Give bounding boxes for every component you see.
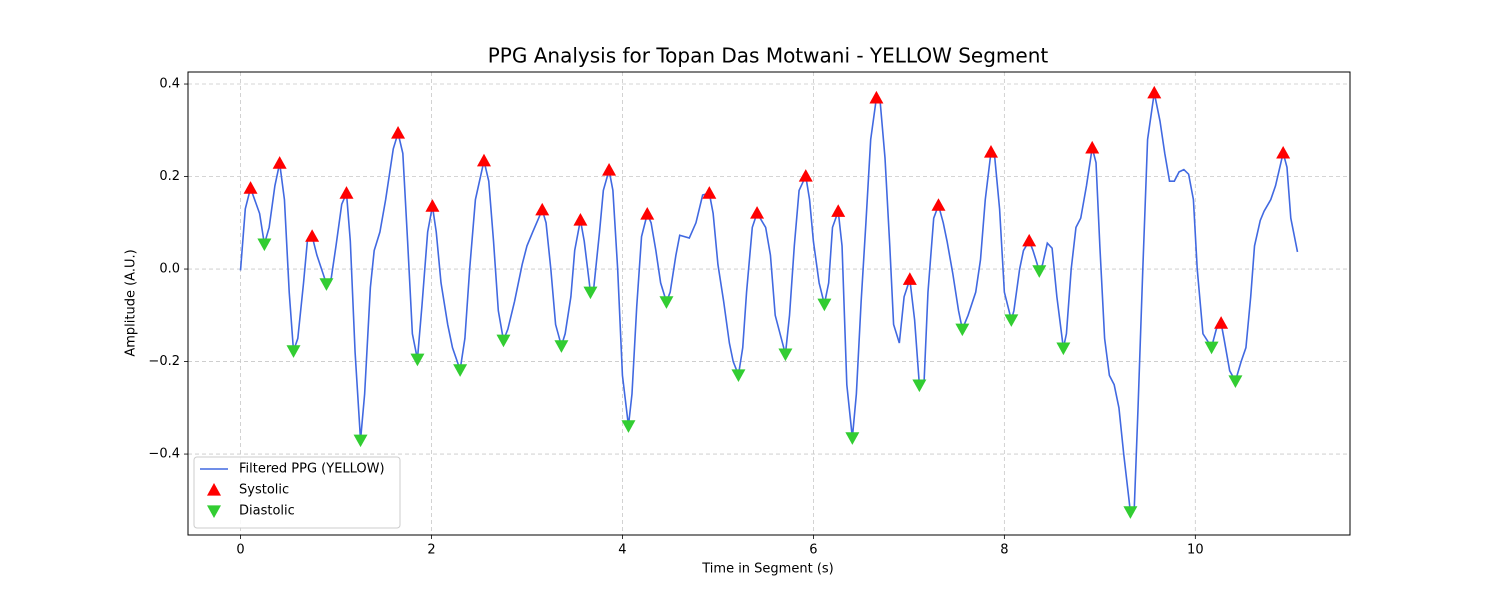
- legend-marker: [207, 505, 221, 518]
- diastolic-marker: [1123, 506, 1138, 519]
- x-axis-label: Time in Segment (s): [701, 562, 833, 577]
- systolic-marker: [339, 186, 354, 199]
- diastolic-marker: [257, 238, 272, 252]
- y-tick-label: −0.4: [148, 447, 180, 462]
- diastolic-marker: [353, 434, 368, 448]
- systolic-marker: [831, 204, 846, 217]
- systolic-marker: [702, 186, 717, 199]
- systolic-marker: [1276, 145, 1291, 159]
- systolic-marker: [798, 169, 813, 182]
- x-tick-label: 2: [427, 543, 435, 558]
- diastolic-marker: [1032, 265, 1047, 278]
- diastolic-marker: [1004, 314, 1019, 327]
- diastolic-marker: [410, 353, 425, 367]
- legend-label: Systolic: [239, 483, 289, 498]
- systolic-marker: [391, 126, 406, 139]
- x-tick-label: 10: [1187, 543, 1204, 558]
- legend-label: Diastolic: [239, 504, 295, 519]
- diastolic-marker: [912, 379, 927, 393]
- systolic-marker: [425, 199, 440, 212]
- systolic-marker: [476, 153, 491, 167]
- systolic-marker: [535, 202, 550, 216]
- diastolic-marker: [955, 323, 970, 337]
- diastolic-marker: [731, 369, 746, 382]
- diastolic-marker: [583, 286, 598, 300]
- systolic-marker: [640, 206, 655, 220]
- systolic-marker: [1147, 85, 1162, 99]
- legend-label: Filtered PPG (YELLOW): [239, 462, 385, 477]
- diastolic-marker: [1228, 375, 1243, 388]
- diastolic-marker: [319, 278, 334, 291]
- systolic-marker: [272, 156, 287, 169]
- x-tick-label: 8: [1000, 543, 1008, 558]
- systolic-marker: [573, 213, 588, 226]
- systolic-marker: [869, 90, 884, 104]
- systolic-marker: [983, 145, 998, 158]
- legend-marker: [207, 483, 221, 496]
- systolic-marker: [902, 272, 917, 285]
- diastolic-marker: [845, 432, 860, 445]
- diastolic-marker: [778, 348, 793, 362]
- diastolic-marker: [286, 345, 301, 358]
- ppg-line: [239, 92, 1299, 514]
- diastolic-marker: [817, 298, 832, 312]
- systolic-marker: [1214, 316, 1229, 329]
- x-tick-label: 0: [236, 543, 244, 558]
- y-tick-label: 0.4: [159, 77, 180, 92]
- legend-box: [193, 456, 401, 529]
- plot-frame: [187, 71, 1351, 536]
- y-axis-label: Amplitude (A.U.): [124, 249, 139, 356]
- diastolic-marker: [453, 364, 468, 377]
- diastolic-marker: [1056, 342, 1071, 356]
- y-tick-label: 0.2: [159, 169, 180, 184]
- diastolic-marker: [1204, 341, 1219, 355]
- y-tick-label: 0.0: [159, 262, 180, 277]
- systolic-marker: [243, 181, 258, 194]
- chart-title: PPG Analysis for Topan Das Motwani - YEL…: [488, 44, 1049, 68]
- diastolic-marker: [621, 420, 636, 433]
- systolic-marker: [931, 198, 946, 211]
- systolic-marker: [750, 206, 765, 219]
- systolic-marker: [602, 163, 617, 176]
- systolic-marker: [305, 229, 320, 242]
- diastolic-marker: [496, 334, 511, 348]
- systolic-marker: [1085, 140, 1100, 154]
- x-tick-label: 4: [618, 543, 626, 558]
- diastolic-marker: [554, 340, 569, 353]
- x-tick-label: 6: [809, 543, 817, 558]
- y-tick-label: −0.2: [148, 354, 180, 369]
- systolic-marker: [1022, 233, 1037, 247]
- diastolic-marker: [659, 296, 674, 309]
